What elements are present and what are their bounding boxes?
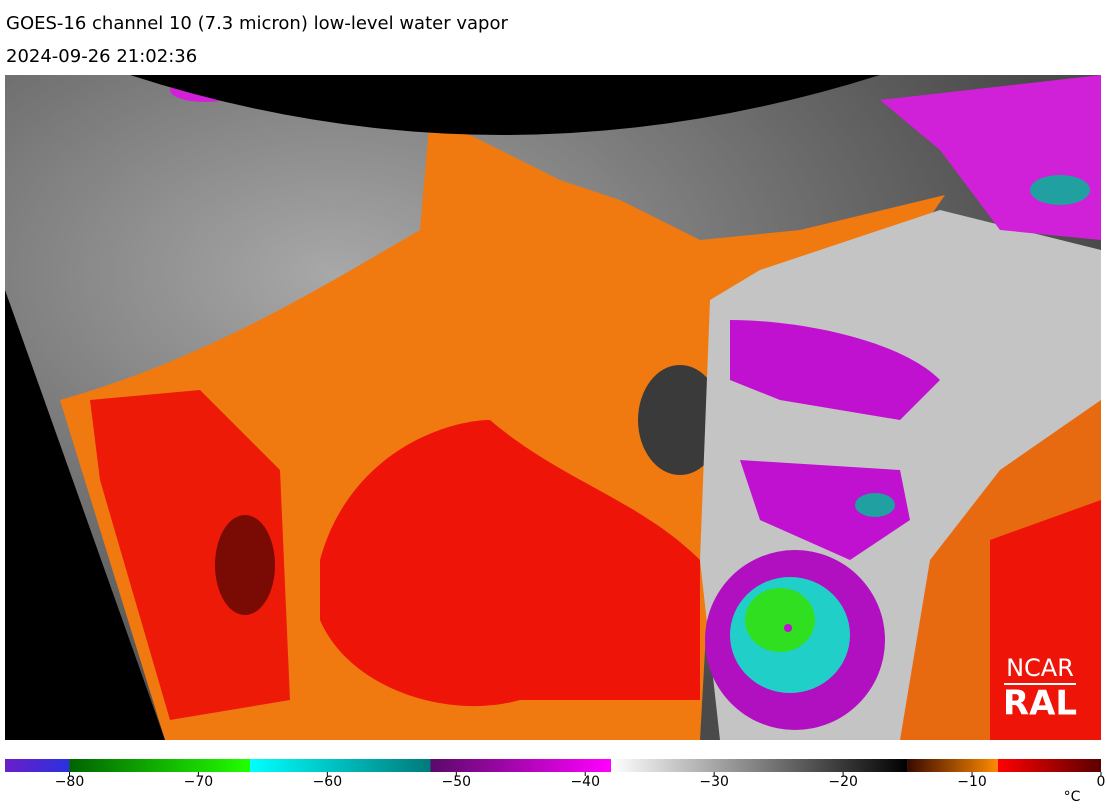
tick-label: −80	[55, 774, 85, 790]
tick-label: −10	[957, 774, 987, 790]
tick-label: 0	[1097, 774, 1106, 790]
logo-ncar: NCAR	[1006, 654, 1074, 682]
tick-label: −30	[699, 774, 729, 790]
colorbar: −80 −70 −60 −50 −40 −30 −20 −10 0 °C	[5, 759, 1105, 805]
colorbar-segment	[69, 759, 250, 772]
colorbar-segment	[249, 759, 431, 772]
colorbar-segment	[5, 759, 70, 772]
colorbar-segment	[907, 759, 998, 772]
map-image	[5, 75, 1101, 740]
colorbar-segment	[997, 759, 1101, 772]
colorbar-segment	[611, 759, 908, 772]
tick-label: −40	[570, 774, 600, 790]
colorbar-unit: °C	[1064, 789, 1081, 805]
timestamp: 2024-09-26 21:02:36	[6, 46, 197, 67]
title: GOES-16 channel 10 (7.3 micron) low-leve…	[6, 13, 508, 34]
tick-label: −70	[184, 774, 214, 790]
tick-label: −20	[828, 774, 858, 790]
tick-label: −50	[442, 774, 472, 790]
logo-ral: RAL	[1003, 684, 1077, 724]
tick-label: −60	[313, 774, 343, 790]
colorbar-segment	[430, 759, 612, 772]
